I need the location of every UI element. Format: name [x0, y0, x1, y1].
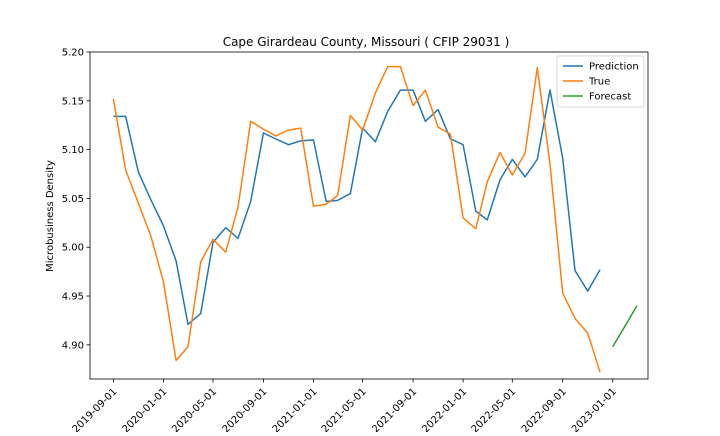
y-tick-label: 5.05 — [62, 194, 84, 205]
legend-label: Forecast — [589, 92, 631, 103]
axes-frame — [89, 51, 649, 380]
y-tick-label: 5.20 — [62, 48, 84, 59]
legend-box — [556, 55, 645, 108]
y-tick-label: 5.15 — [62, 96, 84, 107]
x-tick-label: 2020-01-01 — [121, 386, 170, 432]
y-tick-label: 4.90 — [62, 340, 84, 351]
x-tick-label: 2021-09-01 — [370, 386, 419, 432]
x-tick-label: 2020-05-01 — [170, 386, 219, 432]
x-tick-label: 2019-09-01 — [71, 386, 120, 432]
x-tick-label: 2022-05-01 — [470, 386, 519, 432]
x-tick-label: 2020-09-01 — [221, 386, 270, 432]
chart-title: Cape Girardeau County, Missouri ( CFIP 2… — [223, 35, 510, 49]
y-tick-label: 5.00 — [62, 243, 84, 254]
x-tick-label: 2021-01-01 — [271, 386, 320, 432]
x-tick-label: 2023-01-01 — [570, 386, 619, 432]
x-tick-label: 2022-01-01 — [420, 386, 469, 432]
x-tick-label: 2022-09-01 — [520, 386, 569, 432]
y-axis-label: Microbusiness Density — [45, 160, 56, 272]
legend-label: True — [588, 77, 610, 88]
legend: Prediction True Forecast — [556, 55, 645, 108]
legend-label: Prediction — [589, 62, 639, 73]
y-tick-label: 4.95 — [62, 292, 84, 303]
series-line-forecast — [612, 305, 638, 348]
y-tick-label: 5.10 — [62, 145, 84, 156]
x-tick-label: 2021-05-01 — [320, 386, 369, 432]
series-line-prediction — [113, 89, 601, 326]
plot-area — [112, 65, 638, 373]
series-line-true — [112, 65, 601, 373]
